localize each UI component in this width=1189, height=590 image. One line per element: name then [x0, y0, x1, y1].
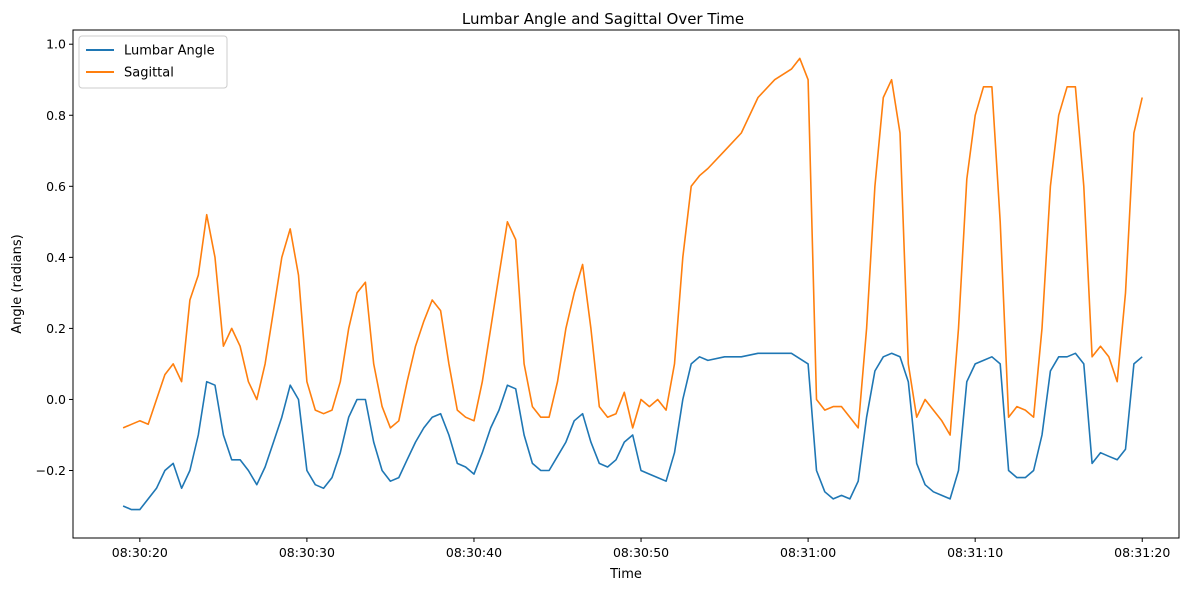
- x-axis-label: Time: [609, 567, 642, 582]
- y-tick-label: 0.8: [46, 108, 66, 123]
- series-line-sagittal: [122, 57, 1143, 436]
- y-tick-label: 1.0: [46, 37, 66, 52]
- y-tick-label: 0.2: [46, 321, 66, 336]
- y-tick-label: 0.4: [46, 250, 66, 265]
- legend-box: [78, 35, 228, 89]
- chart-title: Lumbar Angle and Sagittal Over Time: [462, 10, 744, 28]
- y-tick-label: 0.0: [46, 392, 66, 407]
- legend-label-lumbar-angle: Lumbar Angle: [124, 44, 215, 59]
- x-tick-label: 08:31:20: [1114, 545, 1170, 560]
- y-tick-label: 0.6: [46, 179, 66, 194]
- y-tick-label: −0.2: [36, 463, 66, 478]
- series-line-lumbar-angle: [122, 352, 1143, 511]
- x-tick-label: 08:31:10: [947, 545, 1003, 560]
- x-tick-label: 08:31:00: [780, 545, 836, 560]
- legend-label-sagittal: Sagittal: [124, 66, 174, 81]
- x-tick-label: 08:30:30: [279, 545, 335, 560]
- x-axis: 08:30:20 08:30:30 08:30:40 08:30:50 08:31:00…: [112, 538, 1170, 560]
- y-axis-label: Angle (radians): [10, 234, 25, 333]
- x-tick-label: 08:30:50: [613, 545, 669, 560]
- y-axis: −0.2 0.0 0.2 0.4 0.6 0.8 1.0: [36, 37, 73, 478]
- plot-area: [122, 57, 1143, 511]
- x-tick-label: 08:30:40: [446, 545, 502, 560]
- x-tick-label: 08:30:20: [112, 545, 168, 560]
- plot-frame: [72, 29, 1180, 539]
- legend: Lumbar Angle Sagittal: [78, 35, 228, 89]
